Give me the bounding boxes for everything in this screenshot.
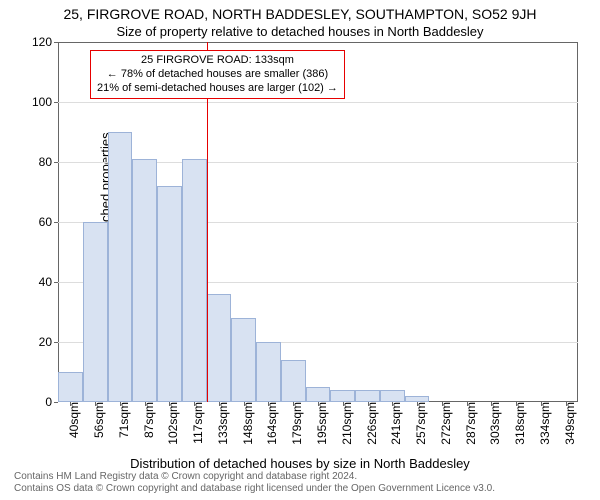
histogram-bar (83, 222, 108, 402)
histogram-bar (281, 360, 306, 402)
y-tick-label: 20 (39, 335, 58, 349)
callout-line: ← 78% of detached houses are smaller (38… (97, 68, 338, 82)
histogram-bar (380, 390, 405, 402)
histogram-bar (355, 390, 380, 402)
histogram-bar (157, 186, 182, 402)
histogram-bar (256, 342, 281, 402)
x-tick-label: 272sqm (435, 402, 453, 445)
x-tick-label: 241sqm (385, 402, 403, 445)
x-tick-label: 287sqm (459, 402, 477, 445)
histogram-plot: Number of detached properties 0204060801… (58, 42, 578, 402)
x-tick-label: 210sqm (336, 402, 354, 445)
x-tick-label: 102sqm (162, 402, 180, 445)
callout-line: 21% of semi-detached houses are larger (… (97, 82, 338, 96)
y-tick-label: 40 (39, 275, 58, 289)
y-tick-label: 100 (32, 95, 58, 109)
x-tick-label: 195sqm (311, 402, 329, 445)
histogram-bar (306, 387, 331, 402)
x-tick-label: 349sqm (558, 402, 576, 445)
footer-line-1: Contains HM Land Registry data © Crown c… (14, 471, 495, 483)
x-tick-label: 179sqm (286, 402, 304, 445)
callout-line: 25 FIRGROVE ROAD: 133sqm (97, 54, 338, 68)
footer-attribution: Contains HM Land Registry data © Crown c… (14, 471, 495, 495)
page-title: 25, FIRGROVE ROAD, NORTH BADDESLEY, SOUT… (0, 6, 600, 22)
x-tick-label: 318sqm (509, 402, 527, 445)
histogram-bar (330, 390, 355, 402)
histogram-bar (182, 159, 207, 402)
x-tick-label: 164sqm (261, 402, 279, 445)
x-tick-label: 257sqm (410, 402, 428, 445)
histogram-bar (231, 318, 256, 402)
y-tick-label: 120 (32, 35, 58, 49)
x-tick-label: 226sqm (360, 402, 378, 445)
x-tick-label: 117sqm (187, 402, 205, 444)
x-tick-label: 40sqm (63, 402, 81, 438)
y-tick-label: 0 (45, 395, 58, 409)
page-subtitle: Size of property relative to detached ho… (0, 24, 600, 39)
histogram-bar (207, 294, 232, 402)
y-tick-label: 60 (39, 215, 58, 229)
x-tick-label: 56sqm (88, 402, 106, 438)
y-tick-label: 80 (39, 155, 58, 169)
x-axis-label: Distribution of detached houses by size … (0, 456, 600, 471)
x-tick-label: 133sqm (212, 402, 230, 445)
x-tick-label: 334sqm (534, 402, 552, 445)
callout-box: 25 FIRGROVE ROAD: 133sqm← 78% of detache… (90, 50, 345, 99)
page-root: 25, FIRGROVE ROAD, NORTH BADDESLEY, SOUT… (0, 0, 600, 500)
footer-line-2: Contains OS data © Crown copyright and d… (14, 483, 495, 495)
histogram-bar (132, 159, 157, 402)
y-gridline (58, 102, 578, 103)
histogram-bar (108, 132, 133, 402)
x-tick-label: 87sqm (137, 402, 155, 438)
x-tick-label: 71sqm (113, 402, 131, 438)
x-tick-label: 303sqm (484, 402, 502, 445)
x-tick-label: 148sqm (237, 402, 255, 445)
histogram-bar (58, 372, 83, 402)
